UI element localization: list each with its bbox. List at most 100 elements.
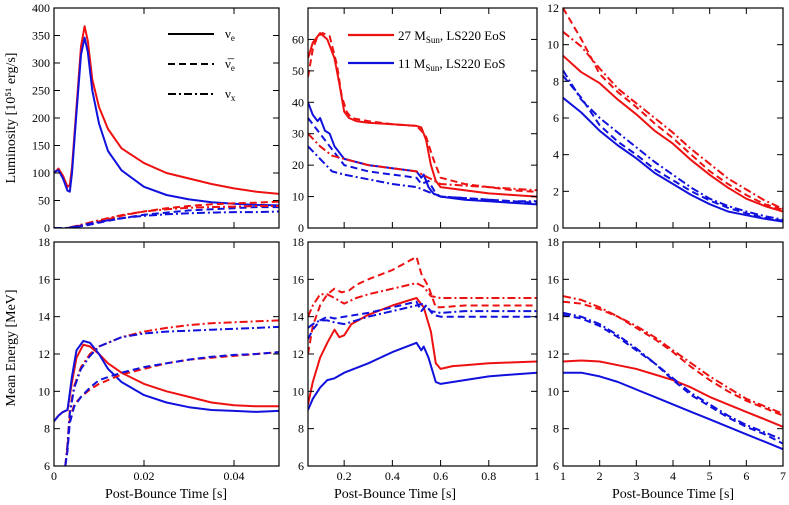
y-tick-label: 10: [547, 38, 559, 52]
panel-top-middle: 0 10 20 30 40 50 60: [292, 7, 538, 235]
y-tick-label: 0: [44, 221, 50, 235]
legend-label-27msun: 27 MSun, LS220 EoS: [398, 28, 506, 45]
series-group: [54, 319, 279, 466]
series-m11-dashdot: [64, 325, 279, 466]
y-tick-label: 16: [38, 272, 50, 286]
series-m11-dashed: [64, 351, 279, 466]
series-m27-solid: [563, 54, 783, 213]
y-tick-label: 50: [292, 64, 304, 78]
y-tick-label: 6: [553, 459, 559, 473]
series-m27-dashdot: [308, 282, 537, 318]
y-tick-label: 8: [553, 422, 559, 436]
y-axis-label-mean-energy: Mean Energy [MeV]: [4, 289, 19, 406]
y-tick-label: 50: [38, 194, 50, 208]
x-tick-label: 6: [743, 469, 749, 483]
series-m11-dashdot: [563, 311, 783, 441]
y-tick-label: 12: [547, 1, 559, 15]
x-axis-label-middle: Post-Bounce Time [s]: [334, 487, 456, 502]
y-tick-label: 14: [547, 310, 559, 324]
legend-model: 27 MSun, LS220 EoS 11 MSun, LS220 EoS: [348, 28, 506, 73]
y-tick-label: 16: [292, 272, 304, 286]
x-tick-label: 7: [780, 469, 786, 483]
y-tick-label: 18: [547, 235, 559, 249]
legend-flavor: νe ν̅e νx: [168, 26, 236, 103]
series-m11-dashed: [308, 117, 537, 204]
y-tick-label: 10: [38, 384, 50, 398]
y-tick-label: 18: [38, 235, 50, 249]
y-tick-label: 14: [292, 310, 304, 324]
x-tick-label: 0.02: [134, 469, 155, 483]
y-tick-label: 150: [32, 139, 50, 153]
x-tick-label: 2: [597, 469, 603, 483]
series-m27-dashed: [308, 255, 537, 355]
series-m11-dashed: [563, 313, 783, 445]
legend-label-nu-e: νe: [225, 26, 235, 43]
y-tick-label: 0: [553, 221, 559, 235]
y-tick-label: 12: [292, 347, 304, 361]
series-m27-solid: [563, 359, 783, 428]
plot-frame: [307, 7, 538, 229]
series-m27-dashed: [308, 32, 537, 193]
series-group: [563, 8, 783, 223]
series-m11-solid: [308, 101, 537, 206]
x-tick-label: 4: [670, 469, 676, 483]
y-tick-label: 60: [292, 32, 304, 46]
panel-bottom-left: 6 8 10 12 14 16 18 0 0.02 0.04: [38, 235, 280, 483]
panel-top-right: 0 2 4 6 8 10 12: [547, 1, 784, 235]
series-m11-solid: [563, 371, 783, 451]
y-tick-label: 350: [32, 29, 50, 43]
series-m27-solid: [308, 297, 537, 405]
y-tick-label: 40: [292, 95, 304, 109]
y-axis-label-luminosity: Luminosity [10⁵¹ erg/s]: [4, 53, 19, 184]
y-tick-label: 10: [547, 384, 559, 398]
legend-label-11msun: 11 MSun, LS220 EoS: [398, 56, 505, 73]
panel-top-left: 0 50 100 150 200 250 300 350 400: [32, 1, 280, 235]
y-tick-label: 10: [292, 384, 304, 398]
y-tick-label: 14: [38, 310, 50, 324]
series-m11-dashdot: [563, 69, 783, 221]
series-m27-dashed: [64, 351, 279, 466]
y-tick-label: 8: [44, 422, 50, 436]
plot-frame: [562, 241, 784, 467]
y-tick-label: 12: [38, 347, 50, 361]
x-tick-label: 1: [534, 469, 540, 483]
series-group: [308, 32, 537, 206]
y-tick-label: 300: [32, 56, 50, 70]
y-tick-label: 12: [547, 347, 559, 361]
x-tick-label: 5: [707, 469, 713, 483]
series-group: [563, 295, 783, 451]
plot-frame: [307, 241, 538, 467]
y-tick-label: 4: [553, 148, 559, 162]
series-m11-dashdot: [308, 302, 537, 329]
series-m11-solid: [54, 339, 279, 422]
series-m27-dashed: [563, 300, 783, 417]
series-m27-dashdot: [563, 31, 783, 210]
y-tick-label: 8: [553, 74, 559, 88]
series-m11-solid: [54, 36, 279, 207]
x-tick-label: 0.4: [385, 469, 400, 483]
panel-bottom-middle: 6 8 10 12 14 16 18 0.2 0.4 0.6 0.8 1: [292, 235, 540, 483]
series-m11-dashed: [308, 300, 537, 340]
y-tick-label: 6: [298, 459, 304, 473]
y-tick-label: 20: [292, 158, 304, 172]
y-tick-label: 0: [298, 221, 304, 235]
panels: 0501001502002503003504000102030405060024…: [32, 1, 786, 483]
series-m11-dashdot: [54, 210, 279, 228]
y-tick-label: 250: [32, 84, 50, 98]
legend-label-nu-x: νx: [225, 86, 236, 103]
series-m11-dashdot: [308, 145, 537, 203]
y-tick-label: 10: [292, 190, 304, 204]
series-m27-dashdot: [563, 295, 783, 415]
y-tick-label: 30: [292, 127, 304, 141]
x-axis-label-right: Post-Bounce Time [s]: [612, 487, 734, 502]
y-tick-label: 6: [44, 459, 50, 473]
x-tick-label: 0: [51, 469, 57, 483]
series-m27-dashed: [563, 8, 783, 211]
y-tick-label: 400: [32, 1, 50, 15]
legend-label-anti-nu-e: ν̅e: [225, 56, 235, 73]
x-tick-label: 0.04: [224, 469, 245, 483]
series-m11-solid: [308, 341, 537, 411]
plot-frame: [562, 7, 784, 229]
